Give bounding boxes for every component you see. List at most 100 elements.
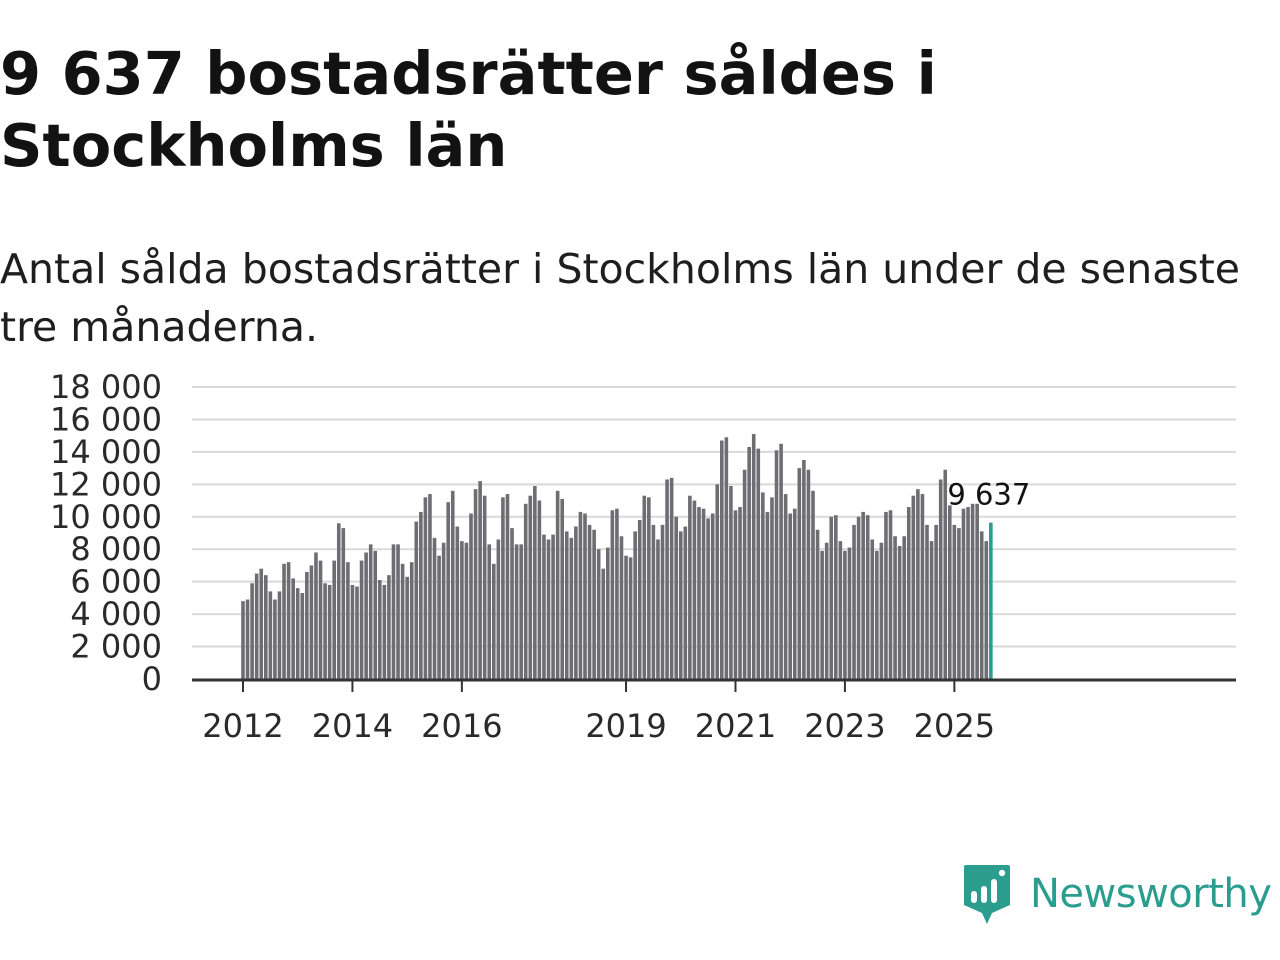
bar	[925, 524, 929, 679]
bar	[286, 562, 291, 679]
bar	[911, 495, 916, 679]
bar	[792, 508, 797, 679]
bar	[364, 552, 368, 679]
bar	[906, 507, 911, 679]
y-tick-label: 6 000	[70, 563, 162, 601]
bar	[979, 531, 984, 679]
bar	[387, 575, 391, 679]
bar	[948, 505, 952, 679]
bar	[961, 508, 966, 679]
y-tick-label: 2 000	[70, 628, 162, 666]
bar	[560, 498, 564, 679]
bar	[747, 447, 751, 679]
y-tick-label: 16 000	[50, 400, 162, 438]
bar	[501, 497, 505, 679]
bar	[564, 531, 569, 679]
bar	[314, 552, 318, 679]
bar	[984, 541, 989, 679]
bar	[514, 544, 519, 679]
bar	[678, 531, 683, 679]
bar	[391, 544, 396, 679]
bar	[660, 524, 665, 679]
bar	[450, 490, 455, 679]
bar	[555, 490, 560, 679]
bar	[970, 503, 975, 679]
bar	[774, 450, 779, 679]
bar	[492, 563, 496, 679]
bar	[628, 557, 633, 679]
bar	[765, 511, 770, 679]
bar	[884, 511, 888, 679]
bar	[341, 528, 346, 679]
bar	[651, 524, 656, 679]
bar	[943, 469, 948, 679]
bar	[423, 497, 428, 679]
bar	[870, 539, 875, 679]
bar	[505, 494, 510, 679]
bar	[478, 481, 482, 679]
bar	[665, 479, 669, 679]
bar	[355, 586, 359, 679]
bar	[332, 560, 336, 679]
y-tick-label: 18 000	[50, 368, 162, 406]
bar-highlight	[989, 522, 993, 679]
bar	[346, 562, 350, 679]
bar-series	[241, 434, 993, 679]
bar	[861, 511, 865, 679]
bar	[587, 524, 592, 679]
bar	[473, 489, 478, 679]
chart-subtitle: Antal sålda bostadsrätter i Stockholms l…	[0, 245, 1240, 351]
bar	[683, 526, 688, 679]
bar	[615, 508, 619, 679]
bar	[305, 571, 309, 679]
bar	[669, 477, 674, 679]
bar	[460, 541, 464, 679]
bar	[852, 524, 856, 679]
bar	[701, 508, 706, 679]
bar	[897, 545, 902, 679]
bar	[938, 479, 943, 679]
x-tick-label: 2021	[695, 707, 776, 745]
bar	[756, 448, 761, 679]
bar	[724, 437, 729, 679]
bar	[847, 547, 852, 679]
bar	[487, 544, 492, 679]
bar	[596, 549, 601, 679]
bar	[706, 518, 710, 679]
bar	[642, 495, 647, 679]
bar	[606, 547, 610, 679]
bar	[537, 500, 542, 679]
bar	[779, 443, 783, 679]
x-tick-label: 2016	[421, 707, 502, 745]
bar	[437, 555, 441, 679]
bar	[738, 507, 742, 679]
bar	[783, 494, 788, 679]
bar	[574, 526, 578, 679]
bar	[523, 503, 528, 679]
bar	[952, 524, 957, 679]
bar	[373, 550, 378, 679]
bar	[824, 542, 829, 679]
bar	[624, 555, 628, 679]
bar	[533, 485, 537, 679]
bar	[336, 523, 341, 679]
brand-name: Newsworthy	[1030, 871, 1272, 917]
bar	[710, 513, 715, 679]
bar	[856, 516, 861, 679]
bar	[428, 494, 432, 679]
y-tick-label: 14 000	[50, 433, 162, 471]
bar	[583, 513, 587, 679]
bar	[920, 494, 925, 679]
bar	[929, 541, 934, 679]
x-tick-label: 2012	[202, 707, 283, 745]
bar	[350, 584, 355, 679]
bar	[378, 580, 382, 679]
bar	[496, 539, 501, 679]
bar	[241, 601, 245, 679]
bar	[902, 536, 906, 679]
bar	[295, 588, 300, 679]
highlight-value-label: 9 637	[947, 478, 1030, 512]
bar	[788, 513, 792, 679]
